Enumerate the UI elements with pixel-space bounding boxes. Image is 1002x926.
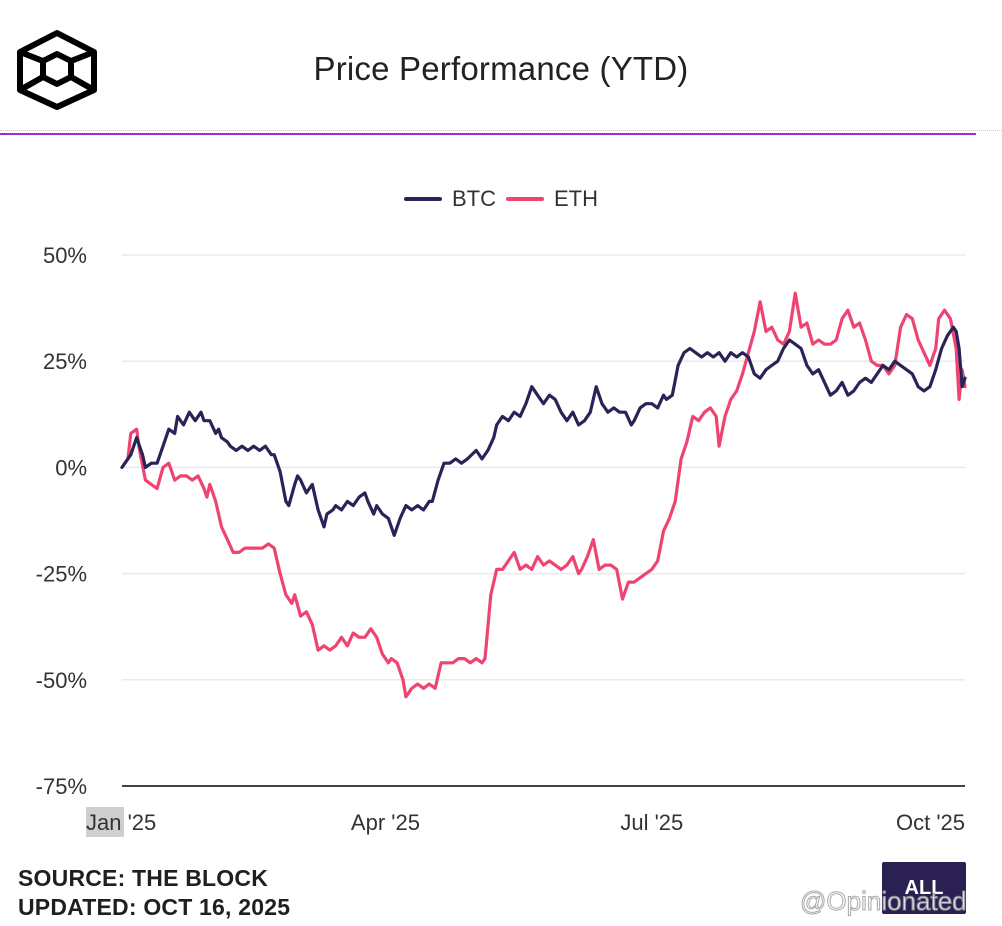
legend-swatch-eth: [506, 197, 544, 201]
chart-legend: BTC ETH: [0, 186, 1002, 212]
source-block: SOURCE: THE BLOCK UPDATED: OCT 16, 2025: [18, 864, 290, 922]
range-all-button[interactable]: ALL: [882, 862, 966, 914]
y-tick-label: 0%: [55, 455, 87, 480]
x-tick-label: Jul '25: [620, 810, 683, 835]
header-divider: [0, 133, 976, 135]
legend-label-btc: BTC: [452, 186, 496, 211]
y-tick-label: 50%: [43, 243, 87, 268]
x-tick-label: Jan '25: [86, 810, 156, 835]
x-tick-label: Apr '25: [351, 810, 420, 835]
x-tick-highlight: [86, 807, 124, 837]
y-tick-label: -75%: [36, 774, 87, 799]
series-line-eth: [120, 291, 967, 699]
updated-label: UPDATED: OCT 16, 2025: [18, 894, 291, 920]
legend-item-eth[interactable]: ETH: [506, 186, 598, 212]
source-label: SOURCE: THE BLOCK: [18, 865, 269, 891]
series-line-btc: [120, 325, 967, 537]
legend-label-eth: ETH: [554, 186, 598, 211]
y-tick-label: 25%: [43, 349, 87, 374]
y-tick-label: -25%: [36, 562, 87, 587]
legend-swatch-btc: [404, 197, 442, 201]
y-tick-label: -50%: [36, 668, 87, 693]
legend-item-btc[interactable]: BTC: [404, 186, 496, 212]
watermark: @Opinionated: [800, 886, 968, 917]
chart-title: Price Performance (YTD): [313, 50, 689, 87]
header-divider-dotted: [0, 130, 1002, 131]
the-block-logo: [17, 30, 97, 110]
x-tick-label: Oct '25: [896, 810, 965, 835]
